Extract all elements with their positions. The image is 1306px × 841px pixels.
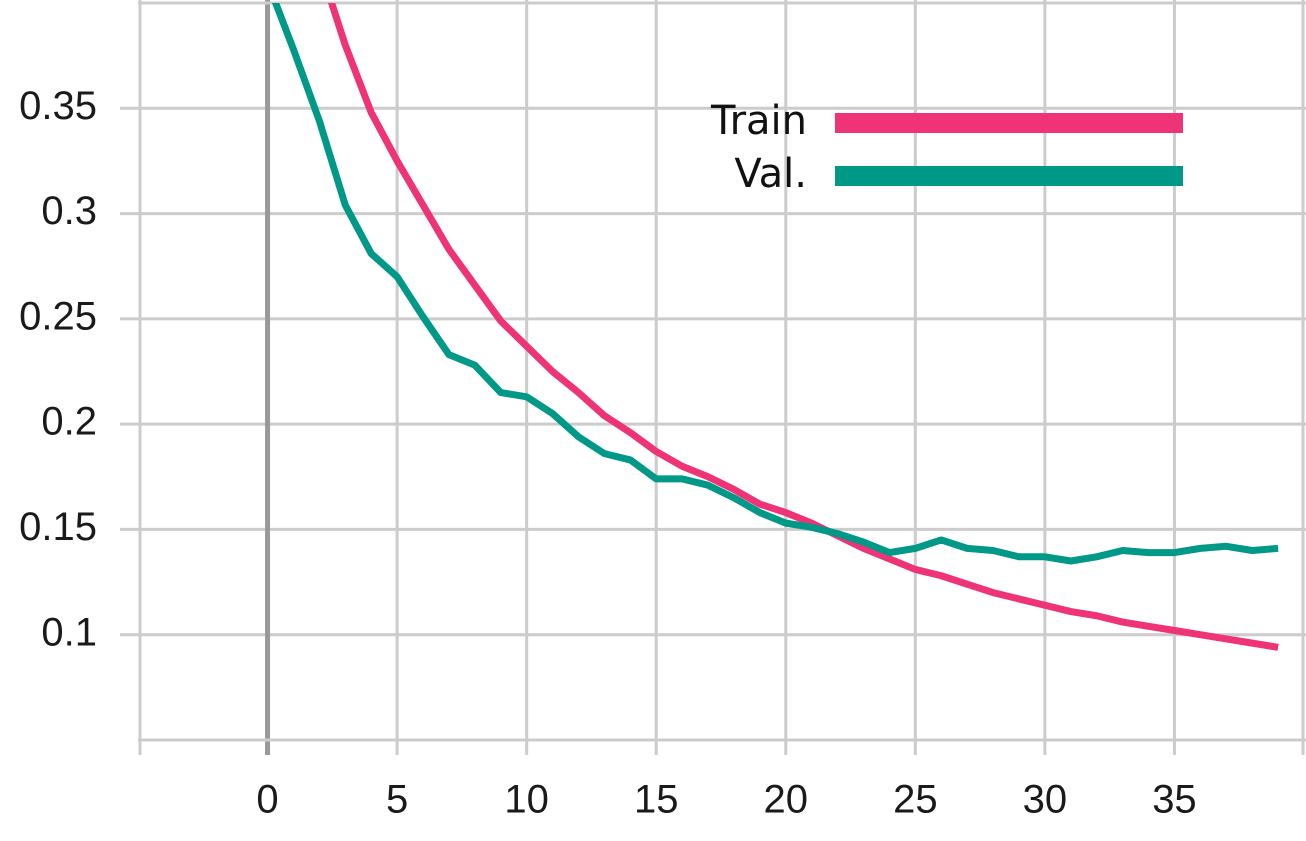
series-layer (271, 3, 1279, 651)
x-tick-label: 35 (1152, 778, 1197, 822)
x-tick-label: 25 (893, 778, 938, 822)
x-tick-label: 5 (386, 778, 408, 822)
legend-label: Val. (734, 151, 807, 197)
x-tick-label: 20 (764, 778, 809, 822)
x-tick-label: 10 (504, 778, 549, 822)
y-tick-label: 0.25 (19, 294, 97, 338)
y-tick-label: 0.1 (41, 610, 97, 654)
x-tick-label: 15 (634, 778, 679, 822)
series-line (271, 3, 1279, 565)
legend-label: Train (710, 98, 807, 144)
y-tick-label: 0.3 (41, 189, 97, 233)
labels: 0.1 0.15 0.2 0.25 0.3 0.35 0 5 10 15 20 25 30 35 Train… (19, 84, 1197, 822)
series-line (327, 3, 1279, 651)
y-tick-label: 0.15 (19, 505, 97, 549)
y-tick-label: 0.35 (19, 84, 97, 128)
x-tick-label: 30 (1023, 778, 1068, 822)
y-tick-label: 0.2 (41, 400, 97, 444)
x-tick-label: 0 (256, 778, 278, 822)
